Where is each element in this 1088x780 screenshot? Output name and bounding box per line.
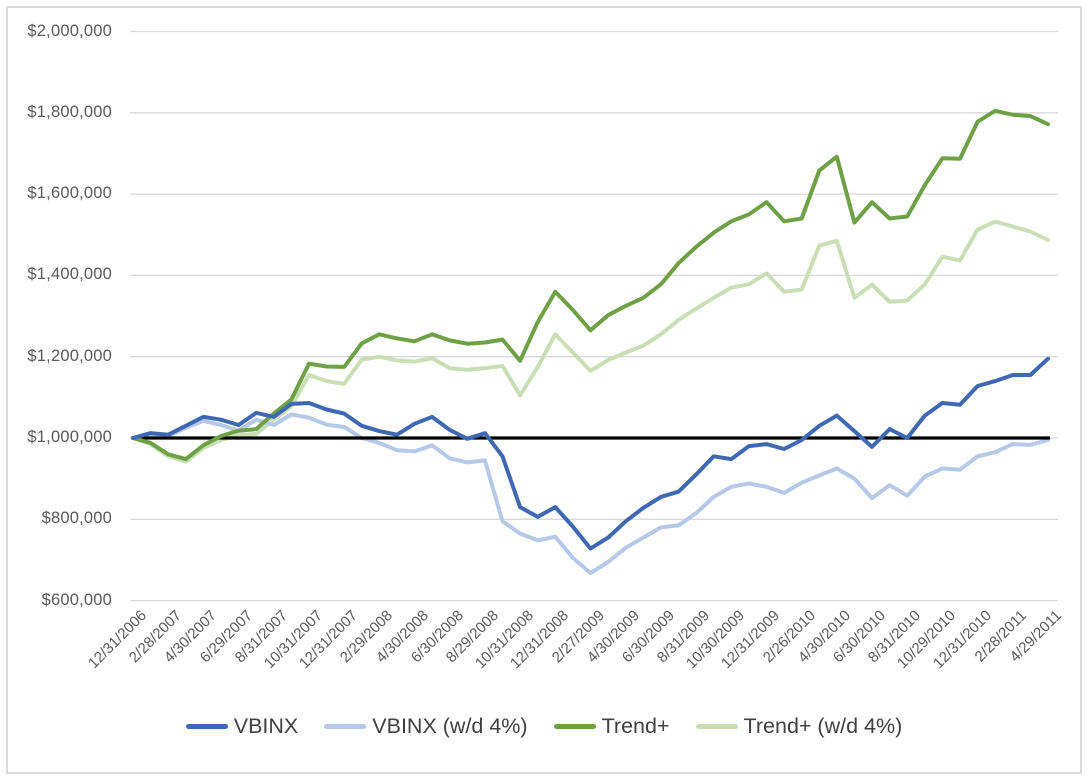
- legend-line-swatch: [695, 724, 738, 729]
- legend-item-vbinx[interactable]: VBINX: [185, 714, 299, 739]
- legend-item-trend-w-d-4[interactable]: Trend+ (w/d 4%): [695, 714, 903, 739]
- series-line-trend-w-d-4[interactable]: [131, 219, 1050, 464]
- legend-line-swatch: [553, 724, 596, 729]
- y-axis-tick-label: $1,800,000: [27, 102, 112, 121]
- y-axis-tick-label: $800,000: [41, 509, 112, 528]
- series-line-vbinx[interactable]: [131, 356, 1050, 551]
- legend-line-swatch: [324, 724, 367, 729]
- gridlines: [130, 30, 1058, 602]
- legend-label: Trend+ (w/d 4%): [743, 714, 903, 738]
- legend-line-swatch: [185, 724, 228, 729]
- chart-legend: VBINX VBINX (w/d 4%) Trend+ Trend+ (w/d 4%): [0, 714, 1088, 739]
- legend-item-vbinx-w-d-4[interactable]: VBINX (w/d 4%): [324, 714, 528, 739]
- series-line-trend[interactable]: [131, 108, 1050, 462]
- series-lines-dark: [131, 108, 1050, 551]
- series-line-vbinx-w-d-4[interactable]: [131, 412, 1050, 575]
- y-axis-tick-label: $2,000,000: [27, 21, 112, 40]
- series-lines-light: [131, 219, 1050, 575]
- y-axis-tick-label: $1,200,000: [27, 346, 112, 365]
- y-axis-tick-label: $1,400,000: [27, 265, 112, 284]
- y-axis-tick-label: $600,000: [41, 590, 112, 609]
- y-axis-tick-label: $1,000,000: [27, 428, 112, 446]
- legend-label: VBINX (w/d 4%): [372, 714, 528, 738]
- y-axis-tick-label: $1,600,000: [27, 184, 112, 203]
- legend-item-trend[interactable]: Trend+: [553, 714, 670, 739]
- legend-label: VBINX: [233, 714, 299, 738]
- legend-label: Trend+: [601, 714, 670, 738]
